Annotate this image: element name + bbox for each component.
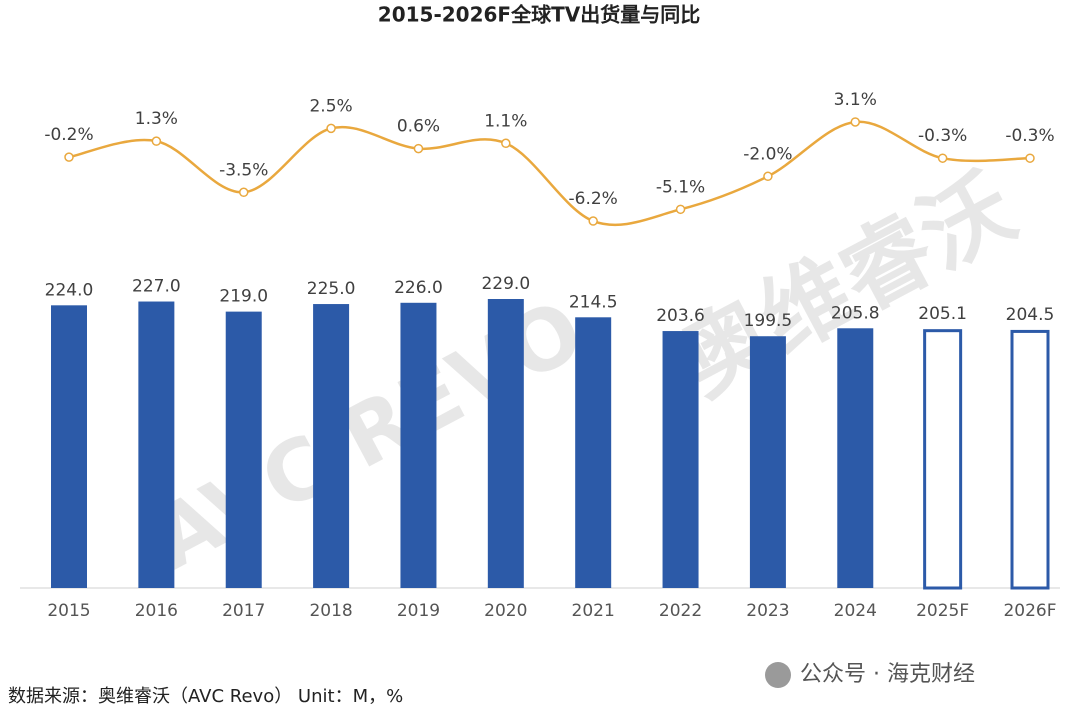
credit-icon [765, 662, 791, 688]
bar-value-label: 204.5 [1006, 305, 1055, 325]
bar [1010, 329, 1050, 590]
line-marker [675, 204, 686, 215]
bar-value-label: 225.0 [307, 279, 356, 299]
line-marker [326, 123, 336, 134]
credit: 公众号 · 海克财经 [800, 662, 975, 687]
line-marker [588, 216, 598, 226]
bar [487, 299, 524, 588]
x-tick-label: 2018 [309, 601, 352, 621]
bar [837, 328, 874, 588]
line-value-label: -2.0% [743, 144, 792, 164]
bar-value-label: 203.6 [656, 306, 705, 326]
x-tick-label: 2021 [572, 601, 615, 621]
bar-value-label: 199.5 [744, 311, 793, 331]
bar [51, 305, 87, 588]
line-marker [238, 187, 249, 198]
x-tick-label: 2019 [397, 601, 440, 621]
line-marker [1025, 153, 1035, 163]
line-value-label: -0.2% [44, 125, 93, 145]
bar-value-label: 219.0 [219, 287, 268, 307]
bar [313, 304, 350, 588]
line-marker [64, 152, 74, 162]
line-value-label: -6.2% [569, 189, 618, 209]
line-marker [850, 117, 861, 127]
chart-title: 2015-2026F全球TV出货量与同比 [378, 3, 700, 27]
x-tick-label: 2023 [746, 601, 789, 621]
x-tick-label: 2024 [834, 601, 877, 621]
bar [400, 302, 437, 588]
x-tick-label: 2020 [484, 601, 527, 621]
line-value-label: -3.5% [219, 160, 268, 180]
bar-value-label: 227.0 [132, 277, 181, 297]
bar-value-label: 214.5 [569, 292, 618, 312]
x-tick-label: 2026F [1003, 601, 1056, 621]
line-value-label: 1.1% [484, 111, 527, 131]
line-value-label: 0.6% [397, 117, 440, 137]
line-value-label: 3.1% [834, 90, 877, 110]
bar [225, 311, 262, 588]
line-marker [937, 153, 948, 163]
line-value-label: 1.3% [135, 109, 178, 129]
line-value-label: -0.3% [1005, 126, 1054, 146]
line-marker [501, 138, 511, 149]
line-value-label: -0.3% [918, 126, 967, 146]
line-marker [151, 136, 162, 146]
line-marker [413, 143, 424, 154]
line-value-label: -5.1% [656, 177, 705, 197]
source-note: 数据来源：奥维睿沃（AVC Revo） Unit：M，% [8, 686, 403, 707]
bar-value-label: 226.0 [394, 278, 443, 298]
x-tick-label: 2016 [135, 601, 178, 621]
bar-value-label: 229.0 [481, 274, 530, 294]
bar [575, 317, 612, 588]
x-tick-label: 2015 [47, 601, 90, 621]
bar [923, 329, 963, 590]
bar-value-label: 224.0 [45, 280, 94, 300]
line-value-label: 2.5% [309, 96, 352, 116]
bar-value-label: 205.8 [831, 303, 880, 323]
x-tick-label: 2022 [659, 601, 702, 621]
line-marker [763, 171, 773, 182]
bar [138, 301, 175, 588]
bar [662, 331, 699, 588]
bar [749, 336, 786, 588]
bar-value-label: 205.1 [918, 304, 967, 324]
watermark: AVC REVO [136, 281, 599, 589]
x-tick-label: 2017 [222, 601, 265, 621]
line [68, 120, 1031, 227]
x-tick-label: 2025F [916, 601, 969, 621]
